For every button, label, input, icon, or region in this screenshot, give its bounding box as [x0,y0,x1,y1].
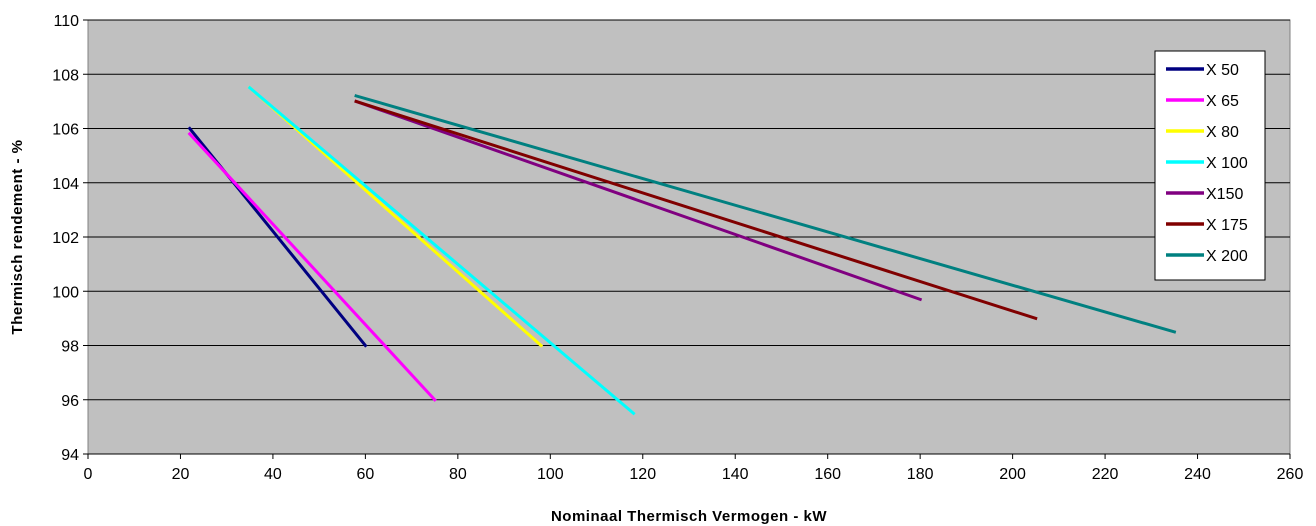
y-tick-label: 102 [52,230,79,247]
y-tick-label: 96 [61,393,79,410]
x-tick-label: 260 [1277,466,1304,483]
x-tick-label: 60 [356,466,374,483]
legend-label: X150 [1206,186,1243,203]
y-tick-label: 94 [61,447,79,464]
x-tick-label: 20 [172,466,190,483]
x-tick-label: 120 [629,466,656,483]
x-tick-label: 40 [264,466,282,483]
y-tick-label: 110 [53,13,79,30]
legend-label: X 100 [1206,155,1248,172]
x-tick-label: 160 [814,466,841,483]
y-tick-label: 98 [61,339,79,356]
x-tick-label: 240 [1184,466,1211,483]
legend-label: X 50 [1206,62,1239,79]
x-tick-label: 180 [907,466,934,483]
legend: X 50 X 65 X 80 X 100 X150 X 175 X 200 [1155,51,1265,280]
x-tick-label: 220 [1092,466,1119,483]
y-tick-label: 104 [52,176,79,193]
y-tick-labels: 94 96 98 100 102 104 106 108 110 [52,13,88,464]
legend-label: X 80 [1206,124,1239,141]
x-axis-title: Nominaal Thermisch Vermogen - kW [551,508,827,525]
legend-label: X 65 [1206,93,1239,110]
x-tick-label: 200 [999,466,1026,483]
legend-label: X 200 [1206,248,1248,265]
x-tick-label: 80 [449,466,467,483]
x-tick-labels: 0 20 40 60 80 100 120 140 160 180 200 220 240 260 [84,454,1304,483]
x-tick-label: 0 [84,466,93,483]
x-tick-label: 140 [722,466,749,483]
y-tick-label: 106 [52,122,79,139]
legend-label: X 175 [1206,217,1248,234]
y-axis-title: Thermisch rendement - % [9,140,26,335]
y-tick-label: 100 [52,284,79,301]
x-tick-label: 100 [537,466,564,483]
y-tick-label: 108 [52,67,79,84]
